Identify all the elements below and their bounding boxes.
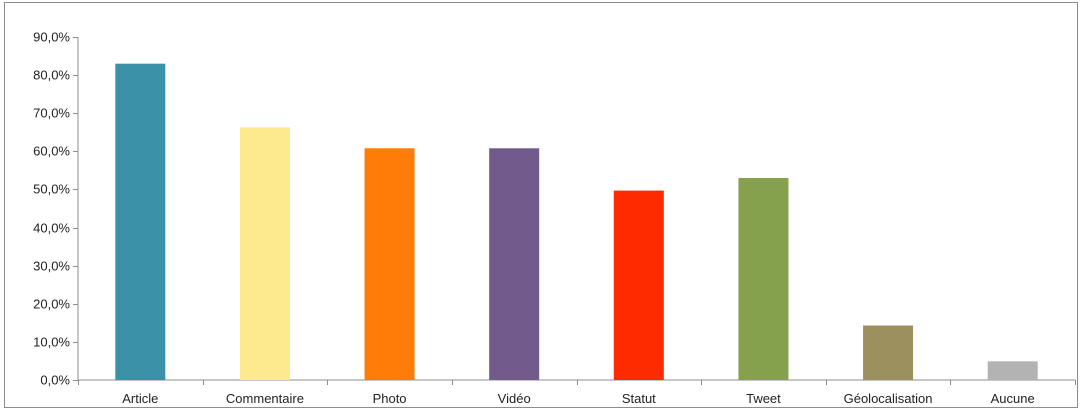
- y-tick-label: 40,0%: [33, 221, 70, 236]
- x-category-label: Tweet: [746, 391, 781, 406]
- bar-vid-o: [489, 148, 540, 380]
- y-tick-label: 80,0%: [33, 68, 70, 83]
- x-category-label: Aucune: [991, 391, 1035, 406]
- x-category-label: Statut: [622, 391, 656, 406]
- bars-layer: [115, 63, 1038, 381]
- x-category-label: Photo: [373, 391, 407, 406]
- x-category-label: Vidéo: [498, 391, 531, 406]
- bar-statut: [613, 190, 664, 380]
- x-category-label: Géolocalisation: [844, 391, 933, 406]
- bar-article: [115, 63, 166, 381]
- bar-chart: 0,0% 10,0% 20,0% 30,0% 40,0% 50,0% 60,0% 70,0% 8…: [33, 30, 1076, 407]
- labels-layer: 0,0% 10,0% 20,0% 30,0% 40,0% 50,0% 60,0% 70,0% 8…: [33, 30, 1035, 407]
- bar-photo: [364, 148, 415, 380]
- bar-g-olocalisation: [863, 325, 914, 380]
- x-category-label: Article: [122, 391, 158, 406]
- y-tick-label: 70,0%: [33, 106, 70, 121]
- y-tick-label: 10,0%: [33, 335, 70, 350]
- x-category-label: Commentaire: [226, 391, 304, 406]
- axes-layer: [73, 37, 1076, 385]
- bar-aucune: [987, 361, 1038, 380]
- y-tick-label: 20,0%: [33, 297, 70, 312]
- y-tick-label: 50,0%: [33, 182, 70, 197]
- y-tick-label: 30,0%: [33, 259, 70, 274]
- y-tick-label: 90,0%: [33, 30, 70, 45]
- chart-frame: 0,0% 10,0% 20,0% 30,0% 40,0% 50,0% 60,0% 70,0% 8…: [4, 2, 1078, 408]
- y-tick-label: 0,0%: [40, 373, 70, 388]
- y-tick-label: 60,0%: [33, 144, 70, 159]
- bar-tweet: [738, 178, 789, 380]
- bar-commentaire: [239, 127, 290, 380]
